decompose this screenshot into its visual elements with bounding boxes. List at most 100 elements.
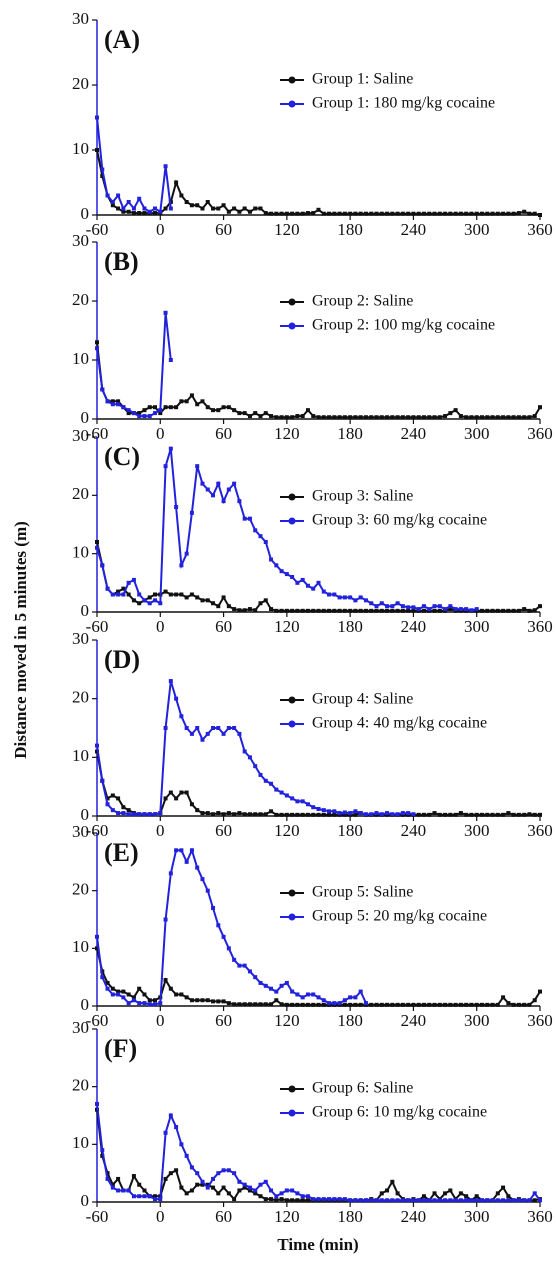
x-tick-label: 240 [401,424,427,443]
data-point [284,572,289,577]
data-point [400,1198,405,1203]
data-point [479,812,484,817]
data-point [458,1191,463,1196]
data-point [501,995,506,1000]
data-point [242,608,247,613]
x-tick-label: 360 [527,424,553,443]
data-point [116,992,121,997]
data-point [163,405,168,410]
x-tick-label: 360 [527,821,553,840]
data-point [538,989,542,994]
data-point [432,1198,437,1203]
x-tick-label: 300 [464,617,490,636]
data-point [195,998,200,1003]
x-tick-label: 0 [156,617,165,636]
data-point [332,415,337,420]
data-point [295,414,300,419]
data-point [485,812,490,817]
data-point [342,595,347,600]
data-point [464,211,469,216]
data-point [290,608,295,613]
data-point [495,1191,500,1196]
data-point [400,415,405,420]
data-point [332,211,337,216]
data-point [295,608,300,613]
data-point [427,607,432,612]
data-point [501,211,506,216]
data-point [453,211,458,216]
data-point [179,399,184,404]
x-tick-label: 0 [156,220,165,239]
data-point [379,812,384,817]
data-point [511,608,516,613]
data-point [290,415,295,420]
data-point [200,399,205,404]
data-point [195,865,200,870]
data-point [316,812,321,817]
data-point [158,601,163,606]
data-point [532,1198,537,1203]
data-point [269,1197,274,1202]
data-point [390,604,395,609]
x-tick-label: 0 [156,1207,165,1226]
data-point [485,415,490,420]
data-point [131,411,136,416]
data-point [300,1002,305,1007]
data-point [316,995,321,1000]
data-point [363,1198,368,1203]
data-point [195,1171,200,1176]
y-tick-label: 10 [72,1133,89,1152]
data-point [110,200,115,204]
data-point [300,995,305,1000]
data-point [163,978,168,983]
data-point [200,998,205,1003]
data-point [458,414,463,419]
data-point [258,772,263,777]
data-point [232,607,237,612]
data-point [274,989,279,994]
data-point [490,1002,495,1007]
data-point [379,211,384,216]
data-point [421,812,426,817]
data-point [437,608,442,613]
data-point [137,812,142,817]
data-point [147,209,152,214]
data-point [353,415,358,420]
data-point [511,812,516,817]
data-point [221,203,226,208]
data-point [432,211,437,216]
x-tick-label: 300 [464,821,490,840]
data-point [269,414,274,419]
data-point [168,1171,173,1176]
data-point [290,1002,295,1007]
data-point [263,983,268,988]
x-tick-label: -60 [86,1207,109,1226]
data-point [121,405,126,410]
data-point [427,1002,432,1007]
x-tick-label: 0 [156,821,165,840]
data-point [100,387,105,392]
x-tick-label: 300 [464,424,490,443]
data-point [374,211,379,216]
data-point [316,580,321,585]
data-point [479,1198,484,1203]
data-point [137,211,142,216]
data-point [443,607,448,612]
data-point [237,608,242,613]
x-tick-label: 360 [527,220,553,239]
legend-label: Group 4: Saline [312,691,413,708]
data-point [295,812,300,817]
x-tick-label: 360 [527,1207,553,1226]
data-point [242,1182,247,1187]
data-point [511,211,516,216]
data-point [221,405,226,410]
y-tick-label: 0 [81,995,90,1014]
data-point [342,998,347,1003]
data-point [269,781,274,786]
data-point [211,601,216,606]
data-point [342,211,347,216]
x-tick-label: 0 [156,424,165,443]
data-point [284,812,289,817]
data-point [221,812,226,817]
data-point [200,598,205,603]
